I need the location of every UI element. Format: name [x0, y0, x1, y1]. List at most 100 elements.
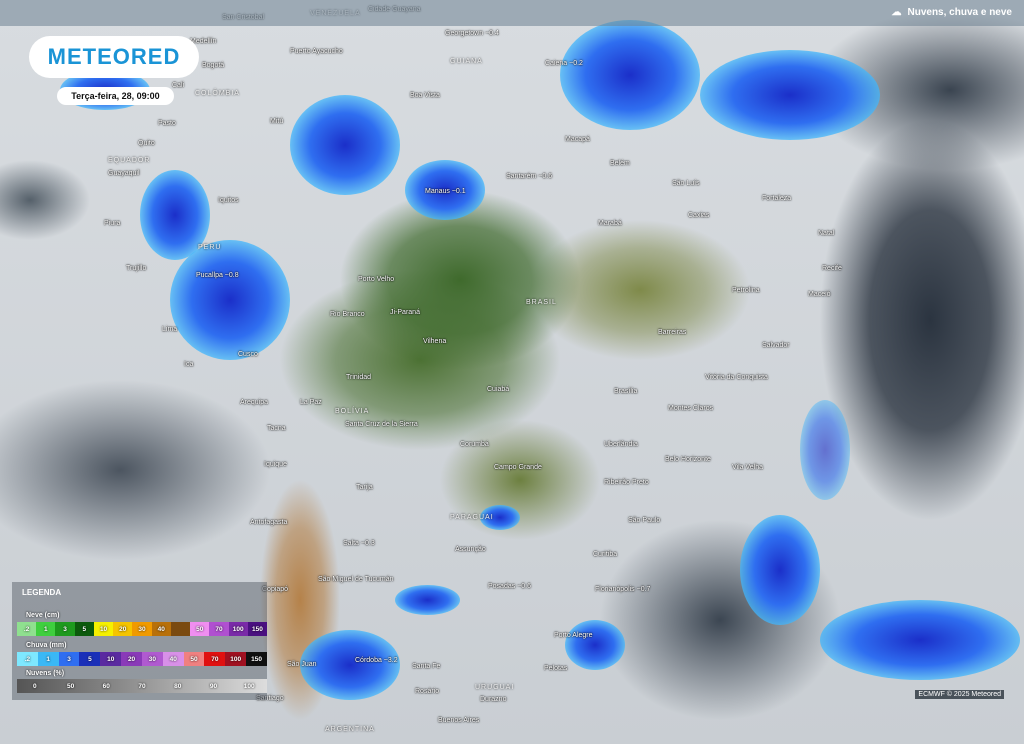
legend-step: 10 — [100, 652, 122, 666]
meteored-logo[interactable]: METEORED — [29, 36, 199, 78]
legend-step: 50 — [183, 652, 205, 666]
legend-title: LEGENDA — [22, 588, 62, 597]
legend-step: 90 — [209, 682, 218, 690]
city-label: Guayaquil — [108, 170, 140, 177]
legend-step: 1 — [37, 652, 59, 666]
city-label: Cali — [172, 82, 185, 89]
rain-scale: .2 1 3 5 10 20 30 40 50 70 100 150 — [17, 652, 267, 666]
country-label: Brasil — [526, 299, 557, 306]
credit: ECMWF © 2025 Meteored — [915, 690, 1004, 699]
country-label: Equador — [108, 157, 151, 164]
rain-area — [140, 170, 210, 260]
city-label: Ji-Paraná — [390, 309, 420, 316]
layer-selector[interactable]: ☁ Nuvens, chuva e neve — [892, 7, 1013, 18]
city-label: Boa Vista — [410, 92, 440, 99]
legend-step: 40 — [151, 622, 171, 636]
city-label: Cusco — [238, 351, 258, 358]
city-label: Ica — [184, 361, 194, 368]
city-label: Vila Velha — [732, 464, 764, 471]
city-label: Santa Fe — [412, 663, 441, 670]
city-label: Santarém ~0.6 — [506, 173, 553, 180]
legend-step: 3 — [58, 652, 80, 666]
city-label: Belo Horizonte — [665, 456, 711, 463]
legend-step: 3 — [55, 622, 75, 636]
legend-step: 50 — [190, 622, 210, 636]
city-label: Brasília — [614, 388, 638, 395]
city-label: Assunção — [455, 546, 486, 553]
city-label: Trujillo — [126, 265, 147, 272]
cloud-scale: 0 50 60 70 80 90 100 — [17, 679, 267, 693]
legend-step: 70 — [138, 682, 146, 690]
rain-area — [170, 240, 290, 360]
logo-text: METEORED — [47, 44, 181, 69]
snow-scale-label: Neve (cm) — [26, 612, 60, 619]
city-label: Caxias — [688, 212, 710, 219]
rain-area — [565, 620, 625, 670]
city-label: Campo Grande — [494, 464, 542, 471]
rain-area — [560, 20, 700, 130]
city-label: Salta ~0.3 — [343, 540, 375, 547]
city-label: Natal — [818, 230, 835, 237]
city-label: Pasto — [158, 120, 176, 127]
city-label: Copiapó — [262, 586, 289, 593]
legend-step: .2 — [17, 652, 38, 666]
cloud-scale-label: Nuvens (%) — [26, 670, 65, 677]
country-label: Bolívia — [335, 408, 370, 415]
city-label: Antofagasta — [250, 519, 288, 526]
country-label: Uruguai — [475, 684, 515, 691]
legend: LEGENDA Neve (cm) .2 1 3 5 10 20 30 40 50 70 100 15… — [12, 582, 268, 700]
rain-area — [405, 160, 485, 220]
city-label: Lima — [162, 326, 178, 333]
legend-step: 0 — [33, 682, 37, 690]
city-label: São Miguel de Tucumán — [318, 576, 394, 583]
country-label: Peru — [198, 244, 222, 251]
country-label: Colômbia — [195, 90, 240, 97]
rain-area — [740, 515, 820, 625]
city-label: Buenos Aires — [438, 717, 480, 724]
legend-step: 20 — [113, 622, 133, 636]
legend-step: 30 — [132, 622, 152, 636]
legend-step: 20 — [121, 652, 142, 666]
city-label: Pucallpa ~0.8 — [196, 272, 239, 279]
rain-area — [300, 630, 400, 700]
city-label: Ribeirão Preto — [604, 479, 649, 486]
legend-step: 100 — [228, 622, 248, 636]
legend-step: 30 — [141, 652, 163, 666]
rain-area — [480, 505, 520, 530]
city-label: Piura — [104, 220, 121, 227]
city-label: Bogotá — [202, 62, 225, 69]
legend-step: 40 — [162, 652, 184, 666]
legend-step: 150 — [247, 622, 268, 636]
city-label: Vilhena — [423, 338, 447, 345]
city-label: Fortaleza — [762, 195, 792, 202]
city-label: Tacna — [267, 425, 286, 432]
legend-step: 60 — [102, 682, 110, 690]
rain-scale-label: Chuva (mm) — [26, 642, 67, 649]
city-label: São Paulo — [628, 517, 661, 524]
timestamp: Terça-feira, 28, 09:00 — [57, 87, 174, 105]
city-label: São Luís — [672, 180, 700, 187]
legend-step: 5 — [79, 652, 101, 666]
city-label: Vitória da Conquista — [705, 374, 768, 381]
city-label: Macapá — [565, 136, 590, 143]
legend-step: 1 — [36, 622, 56, 636]
city-label: Porto Velho — [358, 276, 395, 283]
rain-area — [700, 50, 880, 140]
country-label: Paraguai — [450, 514, 494, 521]
city-label: Arequipa — [240, 399, 269, 406]
city-label: La Paz — [300, 399, 322, 406]
legend-step: 70 — [209, 622, 229, 636]
city-label: Iquique — [264, 461, 287, 468]
city-label: Trinidad — [346, 374, 372, 381]
city-label: Durazno — [480, 696, 507, 703]
city-label: Maceió — [808, 291, 831, 298]
rain-area — [800, 400, 850, 500]
city-label: Uberlândia — [604, 441, 638, 448]
city-label: Córdoba ~3.2 — [355, 657, 398, 664]
city-label: Mitú — [270, 118, 284, 125]
snow-scale: .2 1 3 5 10 20 30 40 50 70 100 150 — [17, 622, 268, 636]
city-label: Curitiba — [593, 551, 618, 558]
city-label: Puerto Ayacucho — [290, 48, 343, 55]
country-label: Guiana — [450, 58, 483, 65]
city-label: Barreiras — [658, 329, 687, 336]
